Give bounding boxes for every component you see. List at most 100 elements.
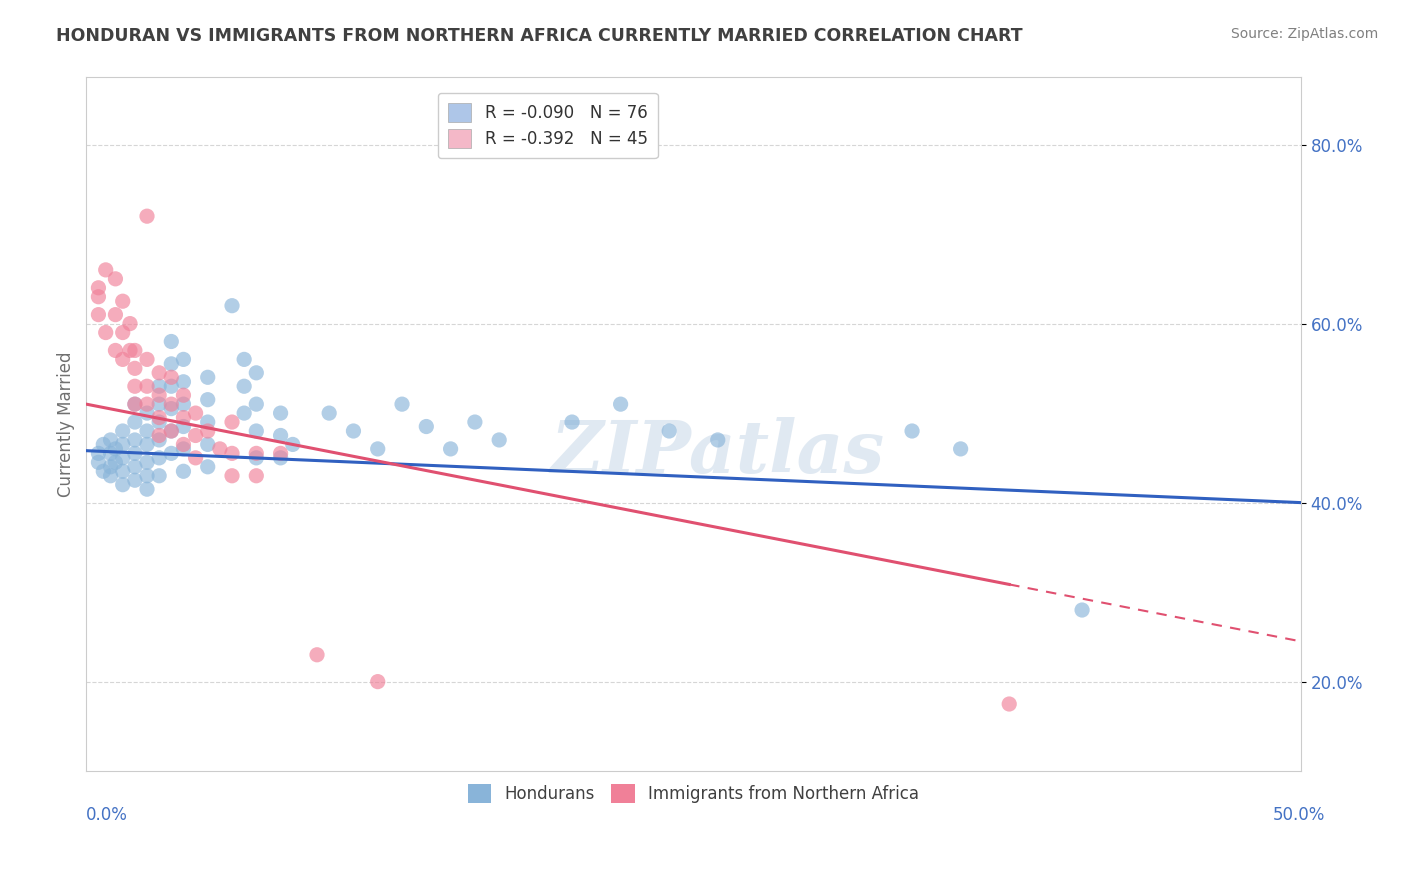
- Point: [148, 388, 170, 402]
- Point: [124, 379, 146, 393]
- Point: [111, 424, 134, 438]
- Point: [160, 446, 183, 460]
- Point: [91, 464, 114, 478]
- Point: [104, 442, 127, 456]
- Point: [270, 446, 292, 460]
- Point: [233, 352, 256, 367]
- Text: HONDURAN VS IMMIGRANTS FROM NORTHERN AFRICA CURRENTLY MARRIED CORRELATION CHART: HONDURAN VS IMMIGRANTS FROM NORTHERN AFR…: [56, 27, 1024, 45]
- Point: [87, 308, 110, 322]
- Point: [124, 343, 146, 358]
- Point: [197, 392, 219, 407]
- Point: [160, 424, 183, 438]
- Point: [561, 415, 583, 429]
- Point: [464, 415, 486, 429]
- Point: [172, 410, 194, 425]
- Point: [87, 446, 110, 460]
- Point: [172, 442, 194, 456]
- Point: [111, 450, 134, 465]
- Point: [197, 459, 219, 474]
- Point: [136, 482, 159, 496]
- Point: [233, 406, 256, 420]
- Point: [221, 299, 243, 313]
- Point: [245, 468, 267, 483]
- Point: [270, 428, 292, 442]
- Point: [172, 419, 194, 434]
- Point: [160, 397, 183, 411]
- Point: [111, 477, 134, 491]
- Point: [197, 437, 219, 451]
- Point: [118, 317, 141, 331]
- Point: [111, 326, 134, 340]
- Point: [124, 446, 146, 460]
- Point: [184, 406, 207, 420]
- Point: [270, 450, 292, 465]
- Point: [245, 446, 267, 460]
- Point: [245, 450, 267, 465]
- Point: [111, 294, 134, 309]
- Point: [136, 209, 159, 223]
- Point: [998, 697, 1021, 711]
- Point: [136, 468, 159, 483]
- Point: [305, 648, 328, 662]
- Point: [172, 352, 194, 367]
- Point: [160, 379, 183, 393]
- Point: [100, 468, 122, 483]
- Point: [148, 428, 170, 442]
- Point: [270, 406, 292, 420]
- Point: [124, 361, 146, 376]
- Point: [342, 424, 364, 438]
- Point: [148, 450, 170, 465]
- Text: ZIPatlas: ZIPatlas: [551, 417, 884, 488]
- Point: [197, 424, 219, 438]
- Point: [367, 442, 389, 456]
- Point: [221, 415, 243, 429]
- Point: [1071, 603, 1094, 617]
- Point: [100, 446, 122, 460]
- Point: [148, 468, 170, 483]
- Point: [124, 397, 146, 411]
- Point: [197, 415, 219, 429]
- Point: [184, 450, 207, 465]
- Point: [318, 406, 340, 420]
- Text: 0.0%: 0.0%: [86, 805, 128, 824]
- Point: [148, 415, 170, 429]
- Point: [172, 397, 194, 411]
- Point: [949, 442, 972, 456]
- Y-axis label: Currently Married: Currently Married: [58, 351, 75, 497]
- Point: [104, 455, 127, 469]
- Point: [148, 379, 170, 393]
- Point: [172, 464, 194, 478]
- Point: [118, 343, 141, 358]
- Text: 50.0%: 50.0%: [1272, 805, 1324, 824]
- Point: [901, 424, 924, 438]
- Point: [245, 397, 267, 411]
- Point: [94, 326, 117, 340]
- Point: [136, 352, 159, 367]
- Point: [160, 424, 183, 438]
- Point: [160, 370, 183, 384]
- Point: [87, 281, 110, 295]
- Point: [136, 406, 159, 420]
- Point: [160, 357, 183, 371]
- Point: [439, 442, 461, 456]
- Point: [136, 437, 159, 451]
- Point: [136, 397, 159, 411]
- Point: [148, 410, 170, 425]
- Point: [658, 424, 681, 438]
- Point: [104, 343, 127, 358]
- Point: [111, 464, 134, 478]
- Point: [148, 397, 170, 411]
- Point: [136, 379, 159, 393]
- Point: [184, 428, 207, 442]
- Point: [172, 375, 194, 389]
- Point: [367, 674, 389, 689]
- Point: [136, 424, 159, 438]
- Point: [124, 433, 146, 447]
- Point: [124, 459, 146, 474]
- Point: [104, 308, 127, 322]
- Point: [148, 433, 170, 447]
- Point: [100, 433, 122, 447]
- Point: [245, 424, 267, 438]
- Legend: Hondurans, Immigrants from Northern Africa: Hondurans, Immigrants from Northern Afri…: [460, 775, 928, 812]
- Point: [111, 352, 134, 367]
